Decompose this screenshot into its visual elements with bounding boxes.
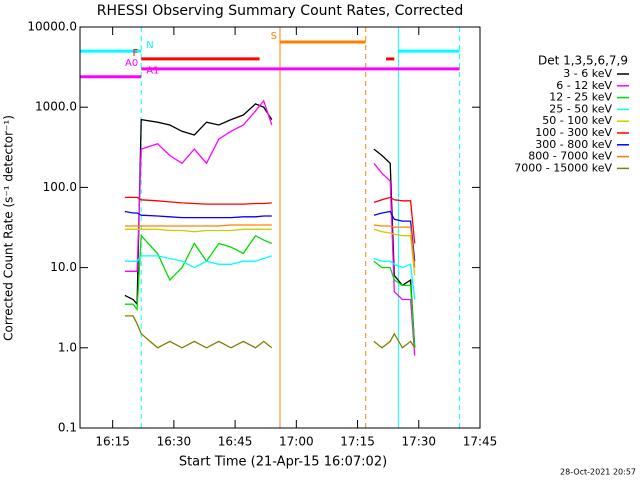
x-tick-label: 16:15 (95, 435, 130, 449)
legend-label: 300 - 800 keV (535, 138, 612, 151)
series-line (124, 234, 416, 348)
series-line (124, 99, 416, 356)
flag-label: A1 (146, 66, 159, 77)
series-line (124, 255, 416, 300)
legend-label: 3 - 6 keV (563, 67, 612, 80)
legend-label: 7000 - 15000 keV (514, 161, 612, 174)
series-line (124, 196, 416, 244)
flag-label: S (271, 31, 277, 42)
flag-label: A0 (125, 58, 138, 69)
series-line (124, 315, 416, 349)
legend-label: 50 - 100 keV (542, 114, 612, 127)
x-tick-label: 17:30 (401, 435, 436, 449)
series-line (124, 224, 416, 268)
footer: 28-Oct-2021 20:57 (560, 468, 636, 477)
chart-title: RHESSI Observing Summary Count Rates, Co… (97, 3, 463, 19)
series-line (124, 228, 416, 276)
y-tick-label: 1000.0 (35, 100, 77, 114)
x-tick-label: 16:45 (218, 435, 253, 449)
legend-label: 25 - 50 keV (549, 102, 612, 115)
y-tick-label: 10.0 (50, 260, 77, 274)
y-tick-label: 100.0 (43, 180, 77, 194)
legend-title: Det 1,3,5,6,7,9 (538, 54, 628, 68)
legend-label: 800 - 7000 keV (528, 150, 612, 163)
legend-label: 12 - 25 keV (549, 91, 612, 104)
flag-label: N (146, 40, 153, 51)
y-tick-label: 10000.0 (27, 20, 77, 34)
series-line (124, 210, 416, 262)
plot-frame (79, 26, 481, 429)
x-tick-label: 17:15 (340, 435, 375, 449)
flag-label: F (132, 48, 138, 59)
x-tick-label: 17:45 (463, 435, 498, 449)
x-axis-label: Start Time (21-Apr-15 16:07:02) (179, 455, 387, 470)
legend-label: 100 - 300 keV (535, 126, 612, 139)
x-tick-label: 16:30 (157, 435, 192, 449)
y-tick-label: 0.1 (58, 421, 77, 435)
legend-label: 6 - 12 keV (556, 79, 612, 92)
y-tick-label: 1.0 (58, 340, 77, 354)
y-axis-label: Corrected Count Rate (s⁻¹ detector⁻¹) (2, 115, 16, 341)
x-tick-label: 17:00 (279, 435, 314, 449)
